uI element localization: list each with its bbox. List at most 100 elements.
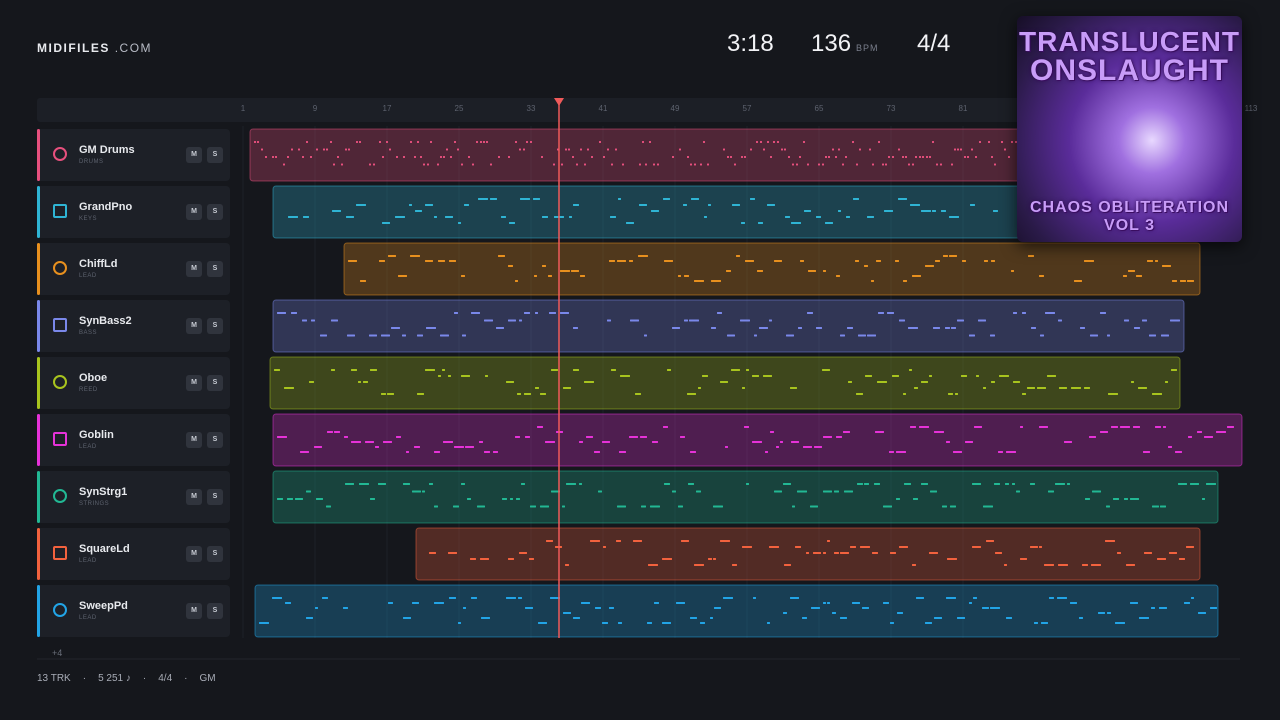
note [470, 558, 476, 560]
note [520, 198, 530, 200]
note [684, 319, 688, 322]
note [848, 381, 852, 383]
note [563, 612, 571, 614]
note [816, 216, 821, 218]
note [723, 597, 733, 599]
note [326, 148, 328, 151]
note [957, 319, 964, 322]
mute-button[interactable]: M [186, 318, 202, 334]
note [464, 204, 469, 206]
note [798, 327, 802, 329]
solo-button[interactable]: S [207, 432, 223, 448]
note [345, 483, 354, 485]
note [638, 255, 648, 257]
note [360, 280, 366, 282]
note [940, 163, 942, 166]
solo-button[interactable]: S [207, 603, 223, 619]
mute-button[interactable]: M [186, 375, 202, 391]
note [257, 141, 259, 143]
note [607, 148, 609, 151]
solo-button[interactable]: S [207, 489, 223, 505]
note [1210, 607, 1217, 609]
note [616, 540, 621, 542]
track-card[interactable]: GrandPno KEYS M S [37, 186, 230, 238]
note [1098, 612, 1105, 614]
note [581, 602, 590, 604]
track-card[interactable]: SynBass2 BASS M S [37, 300, 230, 352]
note [1048, 490, 1054, 493]
mute-button[interactable]: M [186, 147, 202, 163]
more-tracks[interactable]: +4 [52, 648, 63, 658]
note [443, 441, 453, 443]
note [760, 141, 762, 143]
note [508, 156, 510, 158]
note [414, 156, 416, 158]
note [925, 622, 932, 624]
note [934, 431, 944, 433]
solo-button[interactable]: S [207, 147, 223, 163]
track-card[interactable]: SquareLd LEAD M S [37, 528, 230, 580]
note [1227, 426, 1234, 428]
note [415, 210, 422, 212]
track-card[interactable]: Oboe REED M S [37, 357, 230, 409]
solo-button[interactable]: S [207, 546, 223, 562]
note [726, 270, 731, 272]
note [630, 319, 639, 322]
solo-button[interactable]: S [207, 204, 223, 220]
note [1039, 426, 1048, 428]
note [912, 163, 914, 166]
note [804, 210, 811, 212]
note [484, 319, 493, 322]
note [345, 148, 347, 151]
note [936, 163, 938, 166]
note [1175, 451, 1182, 453]
mute-button[interactable]: M [186, 204, 202, 220]
note [640, 436, 647, 438]
note [951, 327, 956, 329]
note [852, 141, 854, 143]
ruler-label: 49 [671, 104, 680, 113]
note [1169, 552, 1177, 554]
note [717, 312, 722, 314]
track-card[interactable]: ChiffLd LEAD M S [37, 243, 230, 295]
note [892, 375, 899, 377]
track-card[interactable]: SweepPd LEAD M S [37, 585, 230, 637]
note [932, 141, 934, 143]
note [490, 198, 497, 200]
solo-button[interactable]: S [207, 261, 223, 277]
note [449, 260, 456, 262]
note [745, 260, 754, 262]
note [679, 148, 681, 151]
track-card[interactable]: SynStrg1 STRINGS M S [37, 471, 230, 523]
note [840, 617, 847, 619]
note [929, 156, 931, 158]
note [524, 312, 530, 314]
note [895, 260, 899, 262]
note [703, 141, 705, 143]
note [1124, 498, 1128, 500]
mute-button[interactable]: M [186, 603, 202, 619]
note [720, 540, 730, 542]
note [551, 490, 560, 493]
note [540, 505, 549, 508]
note [942, 505, 947, 508]
note [291, 148, 293, 151]
note [922, 156, 924, 158]
mute-button[interactable]: M [186, 432, 202, 448]
note [550, 597, 560, 599]
note [651, 210, 659, 212]
note [1013, 312, 1017, 314]
track-card[interactable]: Goblin LEAD M S [37, 414, 230, 466]
solo-button[interactable]: S [207, 318, 223, 334]
note [508, 319, 516, 322]
track-card[interactable]: GM Drums DRUMS M S [37, 129, 230, 181]
mute-button[interactable]: M [186, 546, 202, 562]
note [386, 141, 388, 143]
note [635, 393, 641, 395]
note [521, 483, 525, 485]
mute-button[interactable]: M [186, 489, 202, 505]
note [1027, 387, 1035, 389]
mute-button[interactable]: M [186, 261, 202, 277]
solo-button[interactable]: S [207, 375, 223, 391]
note [1105, 540, 1115, 542]
